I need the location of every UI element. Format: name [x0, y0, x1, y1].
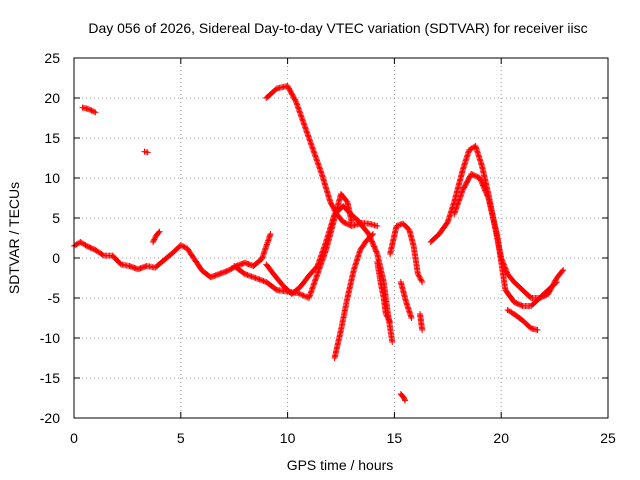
main-trace-point [177, 242, 184, 249]
x-tick-label: 0 [70, 430, 78, 446]
x-axis-title: GPS time / hours [287, 457, 394, 473]
y-tick-label: 10 [44, 170, 60, 186]
isolated-d-point [151, 235, 158, 242]
late-drop-point [383, 312, 390, 319]
y-tick-label: 15 [44, 130, 60, 146]
y-tick-label: 5 [52, 210, 60, 226]
dusk-segment-point [417, 276, 424, 283]
main-trace-point [180, 243, 187, 250]
midday-loop-point [296, 290, 303, 297]
steep-rise-point [370, 231, 377, 237]
y-tick-label: 20 [44, 90, 60, 106]
y-axis-title: SDTVAR / TECUs [6, 182, 22, 294]
post-noon-decline-point [389, 339, 396, 345]
midday-loop-point [300, 292, 307, 299]
midday-loop-point [348, 219, 355, 225]
evening-secondary-point [484, 193, 491, 200]
data-points [71, 83, 567, 404]
y-tick-label: -5 [48, 290, 61, 306]
isolated-b-point [402, 397, 409, 404]
late-drop-point [387, 319, 394, 325]
dusk-segment-point [419, 279, 426, 285]
isolated-d-point [155, 229, 162, 236]
dusk-segment-point [414, 271, 421, 277]
isolated-early-point [92, 109, 99, 116]
post-noon-decline-point [292, 97, 299, 104]
main-trace-point [181, 244, 188, 251]
isolated-b-point [401, 396, 408, 403]
dusk-segment-point [417, 275, 424, 281]
isolated-d-point [150, 237, 157, 244]
midday-loop-point [295, 290, 302, 297]
main-trace-point [99, 251, 106, 258]
isolated-d-point [156, 228, 163, 235]
isolated-early-point [88, 107, 95, 114]
small-drop-point [408, 315, 415, 321]
x-tick-label: 20 [493, 430, 509, 446]
post-noon-decline-point [373, 249, 380, 256]
late-drop-point [386, 317, 393, 324]
main-trace-point [267, 231, 274, 237]
dusk-segment-point [416, 273, 423, 280]
isolated-early-point [87, 106, 94, 113]
x-tick-label: 10 [280, 430, 296, 446]
dusk-segment-point [418, 277, 425, 284]
isolated-early-point [91, 108, 98, 115]
dusk-segment-point [415, 272, 422, 279]
isolated-d-point [150, 239, 157, 245]
isolated-a-point [144, 149, 151, 156]
y-tick-label: 25 [44, 50, 60, 66]
main-trace-point [179, 242, 186, 249]
evening-secondary-point [518, 302, 525, 309]
evening-dip-point [374, 223, 381, 229]
x-tick-label: 25 [600, 430, 616, 446]
evening-peak-point [560, 267, 567, 273]
isolated-early-point [89, 108, 96, 115]
evening-secondary-point [552, 280, 559, 286]
isolated-d-point [151, 236, 158, 243]
late-drop-point [382, 311, 389, 317]
night-tail-point [534, 327, 541, 333]
late-drop-point [384, 313, 391, 320]
midday-loop-point [299, 292, 306, 298]
evening-secondary-point [553, 279, 560, 285]
steep-rise-point [368, 232, 375, 239]
y-tick-label: -10 [40, 330, 60, 346]
plot-frame [73, 57, 609, 419]
y-tick-label: -20 [40, 410, 60, 426]
midday-loop-point [297, 291, 304, 298]
main-trace-point [82, 242, 89, 249]
y-tick-label: -15 [40, 370, 60, 386]
grid [74, 58, 608, 418]
isolated-early-point [85, 106, 92, 113]
chart-title: Day 056 of 2026, Sidereal Day-to-day VTE… [88, 20, 587, 36]
y-tick-label: 0 [52, 250, 60, 266]
x-tick-label: 15 [387, 430, 403, 446]
x-tick-label: 5 [177, 430, 185, 446]
isolated-c-point [419, 327, 426, 333]
late-drop-point [384, 315, 391, 321]
late-drop-point [385, 316, 392, 323]
evening-peak-point [559, 268, 566, 275]
axis-ticks: 0 5 10 15 20 25 25 20 15 10 5 0 -5 -10 -15 -20 [40, 50, 616, 446]
